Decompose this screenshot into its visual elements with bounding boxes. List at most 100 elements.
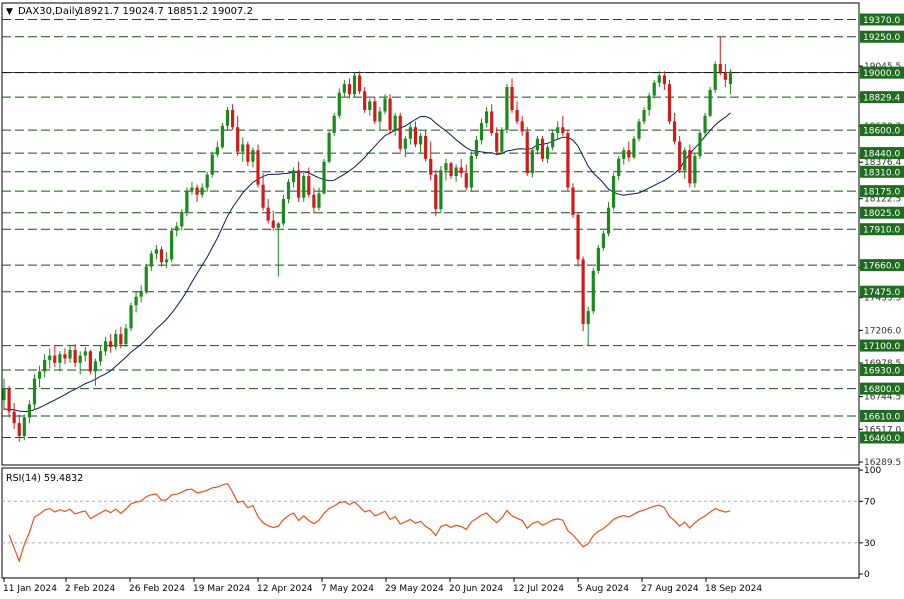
- level-tag-bg: [860, 223, 904, 236]
- candle: [622, 147, 626, 165]
- candle-body: [556, 127, 560, 133]
- candle-body: [439, 170, 443, 210]
- candle-body: [43, 359, 47, 372]
- ohlc-readout: 18921.7 19024.7 18851.2 19007.2: [78, 6, 253, 17]
- candle: [551, 130, 555, 151]
- candle: [302, 173, 306, 202]
- candle-body: [286, 181, 291, 200]
- candle-body: [566, 132, 570, 188]
- candle: [215, 141, 219, 158]
- candle-body: [32, 378, 37, 405]
- level-tag-text: 17475.0: [863, 288, 900, 298]
- candle-body: [93, 361, 98, 372]
- level-tag: 19250.0: [860, 30, 904, 43]
- candle-body: [678, 141, 682, 171]
- candle: [515, 101, 519, 125]
- candle-body: [708, 89, 712, 116]
- candle-body: [601, 233, 606, 248]
- level-tag: 18175.0: [860, 185, 904, 198]
- candle: [647, 92, 651, 116]
- candle-body: [545, 147, 550, 159]
- candle: [98, 345, 103, 366]
- candle-body: [520, 121, 524, 132]
- level-tag: 16460.0: [860, 431, 904, 444]
- candle-body: [505, 87, 509, 131]
- candle-body: [576, 214, 580, 260]
- candle-body: [358, 75, 362, 92]
- moving-average-line: [3, 112, 731, 413]
- candle-body: [68, 349, 72, 359]
- candle-body: [352, 75, 357, 95]
- candle-body: [657, 75, 661, 83]
- candle: [601, 230, 606, 251]
- candle: [723, 64, 727, 88]
- symbol-label: DAX30,Daily: [18, 6, 81, 17]
- candle-body: [642, 109, 646, 122]
- candle: [88, 349, 92, 375]
- candle-body: [149, 253, 153, 267]
- candle-body: [622, 150, 626, 159]
- candle: [718, 36, 722, 76]
- candle-body: [337, 92, 341, 116]
- level-tag-text: 17660.0: [863, 262, 900, 272]
- candle-body: [291, 170, 296, 182]
- candle-body: [78, 355, 82, 363]
- candle: [693, 153, 697, 188]
- candle-body: [302, 176, 306, 198]
- candle-body: [246, 144, 250, 162]
- candle: [195, 184, 199, 202]
- candle: [109, 334, 113, 353]
- candle: [352, 72, 357, 98]
- candle: [571, 183, 575, 218]
- rsi-label: RSI(14) 59.4832: [6, 473, 83, 484]
- candle: [561, 115, 565, 136]
- candle: [149, 250, 153, 271]
- candle: [530, 147, 534, 178]
- candle-body: [119, 334, 123, 345]
- candle-body: [683, 150, 687, 171]
- candle: [591, 268, 595, 314]
- level-tag: 18600.0: [860, 124, 904, 137]
- level-tag-text: 18025.0: [863, 209, 900, 219]
- candle-body: [37, 371, 42, 379]
- level-tag-text: 18600.0: [863, 127, 900, 137]
- level-tag-bg: [860, 147, 904, 160]
- level-tag-text: 19250.0: [863, 33, 900, 43]
- candle: [175, 222, 179, 237]
- candlesticks: [2, 36, 733, 442]
- date-tick-label: 18 Sep 2024: [705, 584, 762, 594]
- candle-body: [515, 109, 519, 122]
- candle: [403, 135, 407, 158]
- sma-line: [3, 112, 731, 413]
- candle-body: [388, 98, 392, 131]
- candle-body: [347, 84, 352, 95]
- candle: [210, 151, 214, 178]
- candle: [63, 348, 67, 365]
- candle-body: [58, 354, 62, 363]
- candle: [276, 222, 280, 277]
- candle-body: [586, 311, 590, 325]
- candle-body: [617, 158, 621, 177]
- candle-body: [83, 351, 87, 356]
- candle-body: [88, 351, 92, 372]
- level-tag-text: 16610.0: [863, 412, 900, 422]
- candle-body: [632, 138, 636, 158]
- candle: [612, 173, 616, 211]
- candle: [327, 130, 331, 164]
- candle: [17, 414, 21, 442]
- candle: [556, 121, 560, 139]
- date-tick-label: 12 Apr 2024: [257, 584, 313, 594]
- level-tag: 19000.0: [860, 66, 904, 79]
- candle-body: [495, 132, 499, 152]
- level-tag: 18025.0: [860, 206, 904, 219]
- candle: [667, 79, 672, 125]
- candle-body: [606, 207, 611, 234]
- rsi-indicator: 100 70 30 0: [2, 466, 881, 580]
- candle-body: [703, 115, 707, 133]
- chart-menu-icon[interactable]: ▼: [6, 7, 13, 17]
- candle: [205, 171, 209, 192]
- level-tag-bg: [860, 185, 904, 198]
- candle: [586, 306, 590, 346]
- candle-body: [256, 150, 260, 185]
